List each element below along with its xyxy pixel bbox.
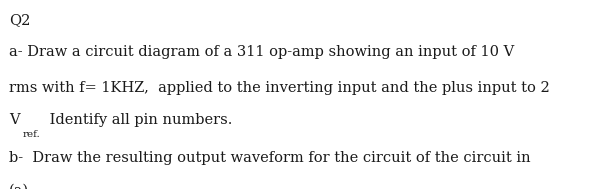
Text: b-  Draw the resulting output waveform for the circuit of the circuit in: b- Draw the resulting output waveform fo… [9, 151, 531, 165]
Text: Identify all pin numbers.: Identify all pin numbers. [46, 113, 233, 127]
Text: a- Draw a circuit diagram of a 311 op-amp showing an input of 10 V: a- Draw a circuit diagram of a 311 op-am… [9, 45, 514, 59]
Text: (a): (a) [9, 183, 29, 189]
Text: V: V [9, 113, 20, 127]
Text: ref.: ref. [22, 130, 40, 139]
Text: rms with f= 1KHZ,  applied to the inverting input and the plus input to 2: rms with f= 1KHZ, applied to the inverti… [9, 81, 550, 95]
Text: Q2: Q2 [9, 13, 30, 27]
